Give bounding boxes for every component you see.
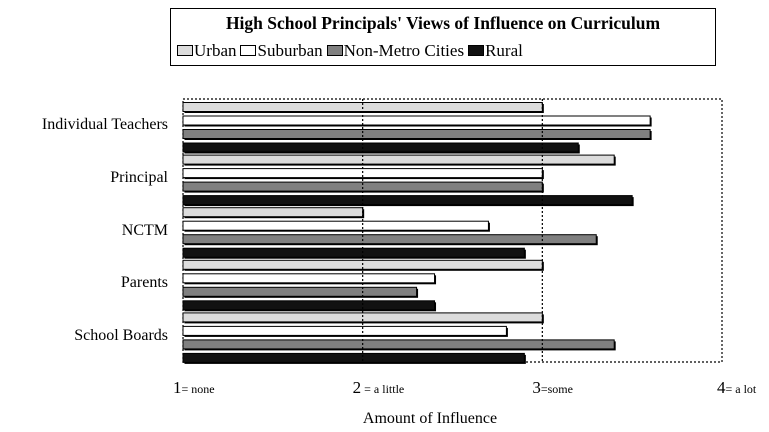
legend-label: Non-Metro Cities <box>343 41 465 60</box>
legend-label: Rural <box>485 41 523 60</box>
bar-urban <box>182 207 364 218</box>
bar-rural <box>182 352 525 363</box>
x-tick-label: 4= a lot <box>717 378 756 398</box>
legend-entries: Urban Suburban Non-Metro Cities Rural <box>177 41 527 61</box>
legend-item: Suburban <box>240 41 323 61</box>
category-label: School Boards <box>74 326 168 344</box>
bar-urban <box>182 154 615 165</box>
x-tick-description: = a lot <box>725 382 757 396</box>
x-tick-label: 1= none <box>173 378 215 398</box>
legend-item: Non-Metro Cities <box>326 41 465 61</box>
category-label: Individual Teachers <box>41 116 168 134</box>
x-tick-number: 1 <box>173 378 182 397</box>
legend-swatch <box>240 45 257 56</box>
legend-swatch <box>177 45 193 56</box>
legend-swatch <box>468 45 485 56</box>
legend-item: Rural <box>468 41 523 61</box>
category-label: Parents <box>120 274 168 292</box>
legend-swatch <box>326 45 343 56</box>
x-tick-description: = a little <box>361 382 405 396</box>
bar-suburban <box>182 325 507 336</box>
legend-item: Urban <box>177 41 236 61</box>
bar-rural <box>182 142 579 153</box>
x-tick-number: 2 <box>352 378 362 397</box>
bar-suburban <box>182 273 436 284</box>
x-tick-description: = none <box>181 382 215 396</box>
legend: High School Principals' Views of Influen… <box>170 8 716 66</box>
x-tick-label: 3=some <box>532 378 573 398</box>
legend-label: Suburban <box>257 41 323 60</box>
bar-rural <box>182 195 633 206</box>
x-tick-number: 3 <box>532 378 541 397</box>
bar-non-metro-cities <box>182 129 651 139</box>
x-tick-description: =some <box>540 382 573 396</box>
bar-non-metro-cities <box>182 286 418 297</box>
x-tick-number: 4 <box>717 378 726 397</box>
chart-title: High School Principals' Views of Influen… <box>225 13 661 33</box>
bar-suburban <box>182 115 651 126</box>
x-axis-title: Amount of Influence <box>362 410 498 427</box>
category-label: Principal <box>110 168 168 186</box>
x-tick-label: 2 = a little <box>353 378 405 398</box>
bar-non-metro-cities <box>182 234 597 245</box>
category-label: NCTM <box>121 221 168 239</box>
bar-rural <box>182 300 436 311</box>
legend-label: Urban <box>194 41 237 60</box>
bar-rural <box>182 247 525 258</box>
bar-suburban <box>182 220 489 231</box>
bar-non-metro-cities <box>182 339 615 350</box>
